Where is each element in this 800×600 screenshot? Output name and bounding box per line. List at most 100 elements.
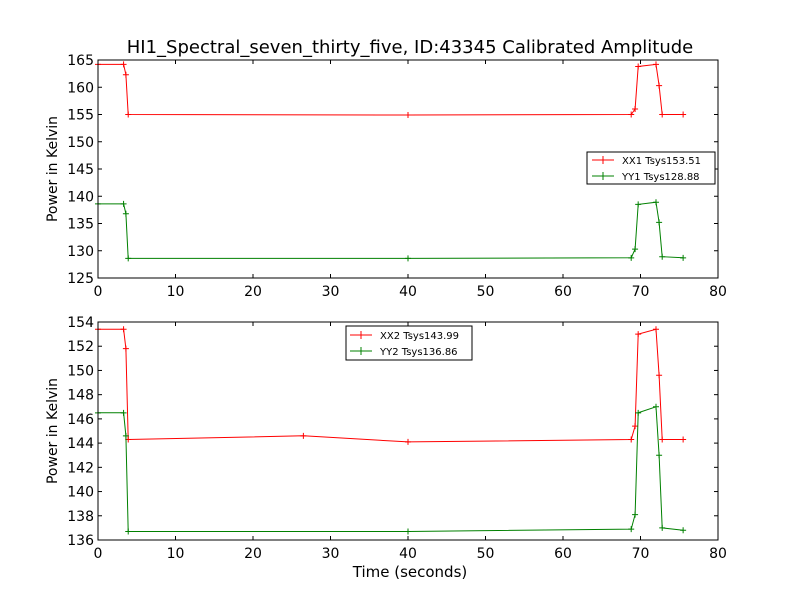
bottom-series-point-0 [405, 438, 411, 445]
bottom-x-tick-label: 50 [477, 546, 495, 562]
top-series-point-1 [653, 199, 659, 206]
bottom-x-tick-label: 30 [322, 546, 340, 562]
bottom-x-tick-label: 60 [554, 546, 572, 562]
top-legend-label-xx1: XX1 Tsys153.51 [622, 156, 701, 167]
bottom-series-point-0 [656, 372, 663, 379]
bottom-y-axis-label: Power in Kelvin [45, 378, 61, 484]
top-series-point-1 [659, 253, 666, 260]
bottom-series-point-1 [632, 511, 639, 518]
top-y-tick-label: 140 [67, 189, 94, 205]
top-x-tick-label: 60 [554, 284, 572, 300]
top-y-tick-label: 130 [67, 244, 94, 260]
top-x-tick-label: 30 [322, 284, 340, 300]
x-axis-label: Time (seconds) [352, 563, 468, 581]
top-legend-marker-yy1 [599, 172, 607, 180]
top-series-point-0 [680, 111, 687, 118]
top-y-tick-label: 145 [67, 162, 94, 178]
bottom-series-point-1 [656, 452, 663, 459]
bottom-series-point-0 [300, 432, 307, 439]
bottom-y-tick-label: 144 [67, 436, 94, 452]
top-series-point-1 [635, 201, 642, 208]
bottom-series-point-0 [680, 436, 687, 443]
top-x-tick-label: 20 [244, 284, 262, 300]
bottom-series-point-1 [635, 409, 642, 416]
bottom-series-point-1 [125, 528, 132, 535]
bottom-x-tick-label: 40 [399, 546, 417, 562]
bottom-y-tick-label: 152 [67, 339, 94, 355]
top-y-tick-label: 165 [67, 53, 94, 69]
top-series-point-1 [628, 254, 635, 261]
top-legend-marker-xx1 [599, 156, 607, 164]
top-legend: XX1 Tsys153.51 YY1 Tsys128.88 [586, 151, 716, 185]
bottom-series-group [95, 326, 687, 535]
top-legend-box [586, 151, 716, 185]
bottom-series-line-1 [98, 406, 684, 532]
bottom-y-tick-label: 148 [67, 388, 94, 404]
top-x-tick-label: 80 [709, 284, 727, 300]
bottom-x-tick-label: 80 [709, 546, 727, 562]
bottom-series-point-0 [122, 345, 129, 352]
bottom-series-point-0 [659, 436, 666, 443]
top-x-tick-label: 70 [632, 284, 650, 300]
bottom-x-tick-label: 70 [632, 546, 650, 562]
top-series-group [95, 61, 687, 262]
bottom-series-point-1 [120, 409, 127, 416]
top-y-tick-label: 150 [67, 135, 94, 151]
bottom-x-tick-label: 10 [167, 546, 185, 562]
bottom-y-tick-label: 146 [67, 412, 94, 428]
bottom-series-point-1 [405, 528, 411, 535]
top-series-point-0 [656, 82, 663, 89]
bottom-y-tick-label: 136 [67, 533, 94, 549]
bottom-series-point-1 [122, 432, 129, 439]
bottom-legend-label-yy2: YY2 Tsys136.86 [379, 347, 458, 358]
top-x-tick-label: 0 [94, 284, 103, 300]
bottom-y-tick-label: 154 [67, 315, 94, 331]
top-series-point-0 [628, 111, 635, 118]
top-series-point-1 [680, 254, 687, 261]
top-y-tick-label: 125 [67, 271, 94, 287]
top-series-point-0 [653, 61, 659, 68]
top-series-point-1 [120, 200, 127, 207]
bottom-legend: XX2 Tsys143.99 YY2 Tsys136.86 [345, 325, 473, 361]
bottom-series-point-0 [635, 331, 642, 338]
bottom-legend-label-xx2: XX2 Tsys143.99 [380, 331, 459, 342]
top-series-point-0 [120, 61, 127, 68]
top-ticks-group: 0 10 20 30 40 50 60 70 80 125 130 135 140 145 150 155 16… [67, 53, 727, 300]
top-series-point-0 [635, 63, 642, 70]
bottom-y-tick-label: 142 [67, 460, 94, 476]
top-series-point-1 [632, 246, 639, 253]
top-series-point-1 [656, 219, 663, 226]
chart-title: HI1_Spectral_seven_thirty_five, ID:43345… [127, 37, 693, 58]
bottom-x-tick-label: 0 [94, 546, 103, 562]
bottom-series-point-1 [628, 526, 635, 533]
top-y-tick-label: 160 [67, 80, 94, 96]
top-series-point-0 [632, 106, 639, 113]
bottom-y-tick-label: 138 [67, 509, 94, 525]
top-y-tick-label: 155 [67, 108, 94, 124]
bottom-legend-marker-xx2 [357, 331, 365, 339]
top-x-tick-label: 40 [399, 284, 417, 300]
bottom-panel: 0 10 20 30 40 50 60 70 80 136 138 140 142 144 146 148 15… [45, 315, 727, 581]
top-series-point-0 [125, 111, 132, 118]
bottom-x-tick-label: 20 [244, 546, 262, 562]
top-x-tick-label: 10 [167, 284, 185, 300]
bottom-series-point-0 [120, 326, 127, 333]
bottom-series-point-1 [653, 403, 659, 410]
bottom-series-point-0 [653, 326, 659, 333]
bottom-series-point-0 [632, 423, 639, 430]
top-series-point-1 [405, 255, 411, 262]
top-x-tick-label: 50 [477, 284, 495, 300]
top-series-point-1 [125, 255, 132, 262]
top-series-point-0 [659, 111, 666, 118]
bottom-series-point-1 [659, 524, 666, 531]
top-panel: 0 10 20 30 40 50 60 70 80 125 130 135 140 145 150 155 16… [45, 53, 727, 300]
bottom-legend-marker-yy2 [357, 347, 365, 355]
bottom-y-tick-label: 140 [67, 485, 94, 501]
bottom-series-point-0 [628, 436, 635, 443]
bottom-series-point-1 [680, 527, 687, 534]
top-series-point-1 [122, 210, 129, 217]
top-y-tick-label: 135 [67, 217, 94, 233]
bottom-y-tick-label: 150 [67, 363, 94, 379]
